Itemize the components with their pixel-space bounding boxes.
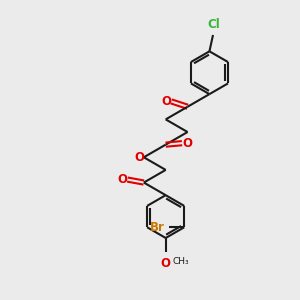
Text: O: O bbox=[161, 95, 172, 108]
Text: O: O bbox=[161, 257, 171, 270]
Text: O: O bbox=[182, 137, 192, 150]
Text: Cl: Cl bbox=[207, 17, 220, 31]
Text: O: O bbox=[117, 173, 127, 186]
Text: Br: Br bbox=[150, 221, 165, 234]
Text: O: O bbox=[134, 151, 144, 164]
Text: CH₃: CH₃ bbox=[172, 257, 189, 266]
